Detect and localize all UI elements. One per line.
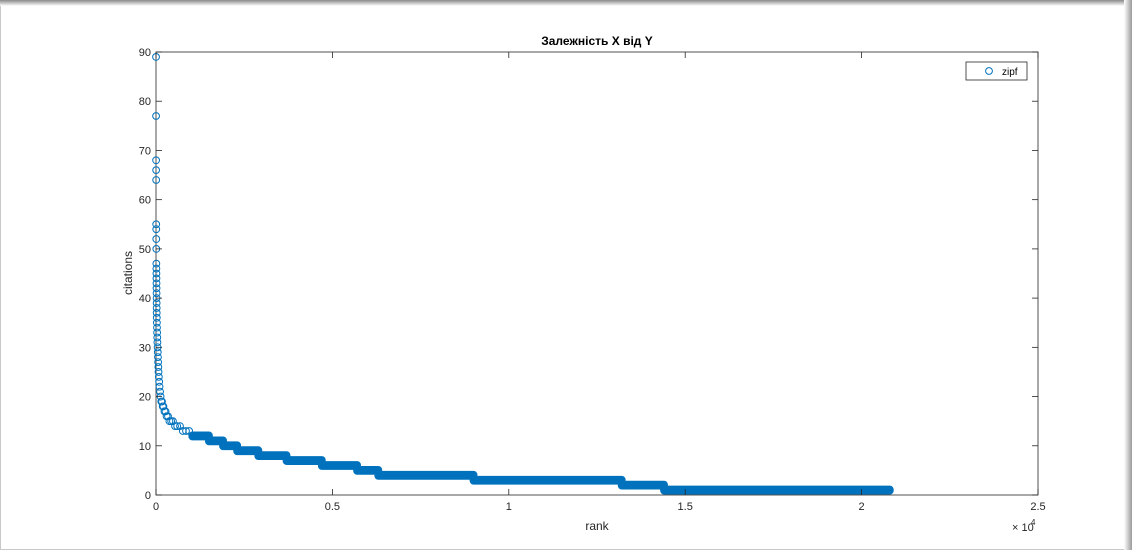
data-point [152,220,161,229]
data-point [153,333,162,342]
axes-box [155,51,1039,496]
data-point [152,156,161,165]
y-tick-label: 40 [139,293,151,305]
data-point [152,269,161,278]
data-point-run [254,451,291,461]
data-point [153,338,162,347]
data-point [152,264,161,273]
data-point [169,417,177,426]
x-tick-label: 2 [859,501,865,513]
x-tick-label: 1 [506,501,512,513]
data-point [154,372,163,381]
data-point [152,308,161,317]
y-tick-label: 80 [139,96,151,108]
data-point [154,368,163,376]
data-point [154,358,163,367]
x-exponent-label: × 10 4 [1012,518,1036,534]
legend-entry-zipf: zipf [1002,67,1018,78]
data-point-run [317,461,361,470]
data-point [152,235,161,243]
y-tick-label: 60 [139,195,151,207]
data-point [152,166,161,175]
data-point [161,407,170,416]
x-tick-labels: 0 0.5 1 1.5 2 2.5 [153,501,1046,513]
plot-area [152,51,1039,496]
y-tick-label: 70 [139,145,151,157]
data-point [159,402,168,411]
chart-title: Залежність X від Y [541,34,653,48]
data-point [152,313,161,322]
x-tick-label: 2.5 [1030,501,1045,513]
legend: zipf [965,61,1028,81]
data-point [171,422,179,430]
data-point [152,176,161,184]
y-tick-label: 0 [145,490,151,502]
y-tick-label: 90 [139,47,151,59]
data-point [152,274,161,283]
data-point [173,422,182,430]
x-multiplier-text: × 10 [1012,522,1034,534]
legend-box [965,61,1028,81]
y-tick-labels: 0 10 20 30 40 50 60 70 80 90 [139,47,151,502]
data-point-run [233,446,263,456]
data-point-run [374,470,478,480]
data-point [153,328,162,337]
data-point [152,259,161,268]
data-point-run [282,456,326,465]
data-point [155,382,164,391]
data-point [156,387,164,396]
data-point [155,377,164,386]
x-tick-label: 1.5 [678,501,693,513]
legend-marker-zipf [985,67,993,75]
data-point [152,299,161,307]
x-tick-label: 0 [153,501,159,513]
data-point [154,353,162,362]
y-axis-label: citations [121,251,135,295]
data-point [152,289,161,298]
data-point [153,348,162,357]
data-point-run [660,485,894,495]
data-point [152,304,161,312]
data-point [152,318,161,327]
y-tick-label: 20 [139,392,151,404]
data-point [182,427,190,435]
data-point [153,323,161,332]
data-point [152,225,161,234]
data-point-run [617,480,668,490]
x-tick-label: 0.5 [325,501,340,513]
data-points [152,53,894,495]
data-point [152,112,160,120]
axis-ticks [155,51,1039,496]
data-point [152,279,161,288]
x-multiplier-exponent: 4 [1031,518,1036,527]
data-point [158,397,166,406]
y-tick-label: 30 [139,342,151,354]
y-tick-label: 50 [139,244,151,256]
data-point-run [353,465,383,475]
data-point-run [469,475,626,485]
x-axis-label: rank [585,519,609,533]
y-tick-label: 10 [139,441,151,453]
data-point [152,284,161,293]
data-point [154,363,163,371]
